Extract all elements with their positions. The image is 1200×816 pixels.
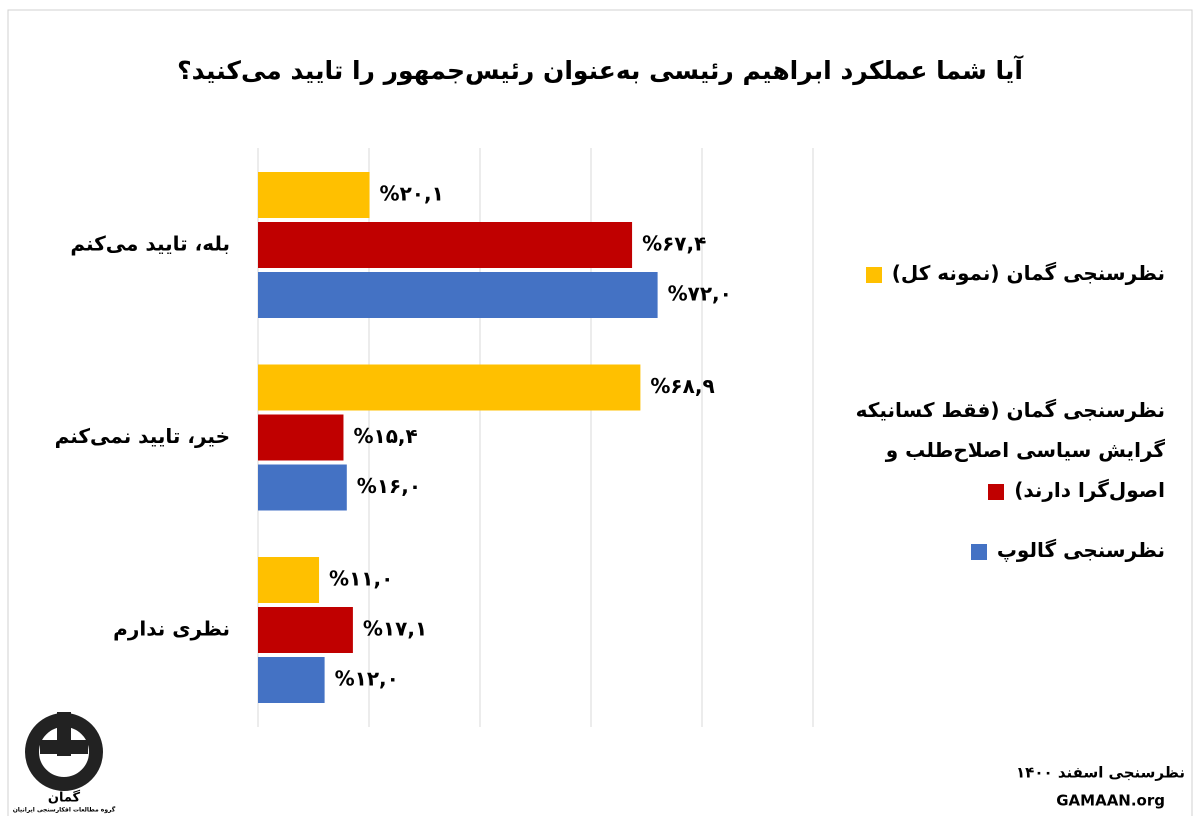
value-label: %۷۲,۰ [668,282,732,306]
bar [258,657,325,703]
legend-label: نظرسنجی گالوپ [996,538,1165,562]
frame [7,9,1193,816]
value-label: %۱۶,۰ [357,474,421,498]
category-label: خیر، تایید نمی‌کنم [55,424,230,448]
value-label: %۱۵,۴ [353,424,417,448]
value-label: %۱۷,۱ [363,617,427,641]
bar [258,222,633,268]
value-label: %۱۱,۰ [329,567,393,591]
logo-icon [25,712,103,791]
bar [258,364,641,411]
footer-date: نظرسنجی اسفند ۱۴۰۰ [1016,764,1185,782]
bar [258,557,320,603]
logo-name: گمان [48,790,81,806]
legend-swatch [865,266,882,283]
bar [258,414,344,461]
legend-item: نظرسنجی گالوپ [835,530,1165,570]
legend-item: نظرسنجی گمان (نمونه کل) [835,253,1165,293]
value-label: %۶۷,۴ [642,232,706,256]
bar [258,172,370,218]
logo-subtitle: گروه مطالعات افکارسنجی ایرانیان [13,806,116,814]
legend-label: نظرسنجی گمان (نمونه کل) [891,261,1165,285]
value-label: %۶۸,۹ [650,374,714,398]
legend-swatch [988,483,1005,500]
legend-label: نظرسنجی گمان (فقط کسانیکه گرایش سیاسی اص… [855,398,1165,502]
bar [258,272,658,318]
value-label: %۲۰,۱ [380,182,444,206]
value-label: %۱۲,۰ [335,667,399,691]
bar [258,607,353,653]
legend-item: نظرسنجی گمان (فقط کسانیکه گرایش سیاسی اص… [835,390,1165,510]
bar [258,464,347,511]
legend-swatch [970,543,987,560]
chart-title: آیا شما عملکرد ابراهیم رئیسی به‌عنوان رئ… [177,55,1024,86]
category-label: بله، تایید می‌کنم [70,232,230,256]
category-label: نظری ندارم [113,617,230,641]
footer-site: GAMAAN.org [1056,792,1165,810]
